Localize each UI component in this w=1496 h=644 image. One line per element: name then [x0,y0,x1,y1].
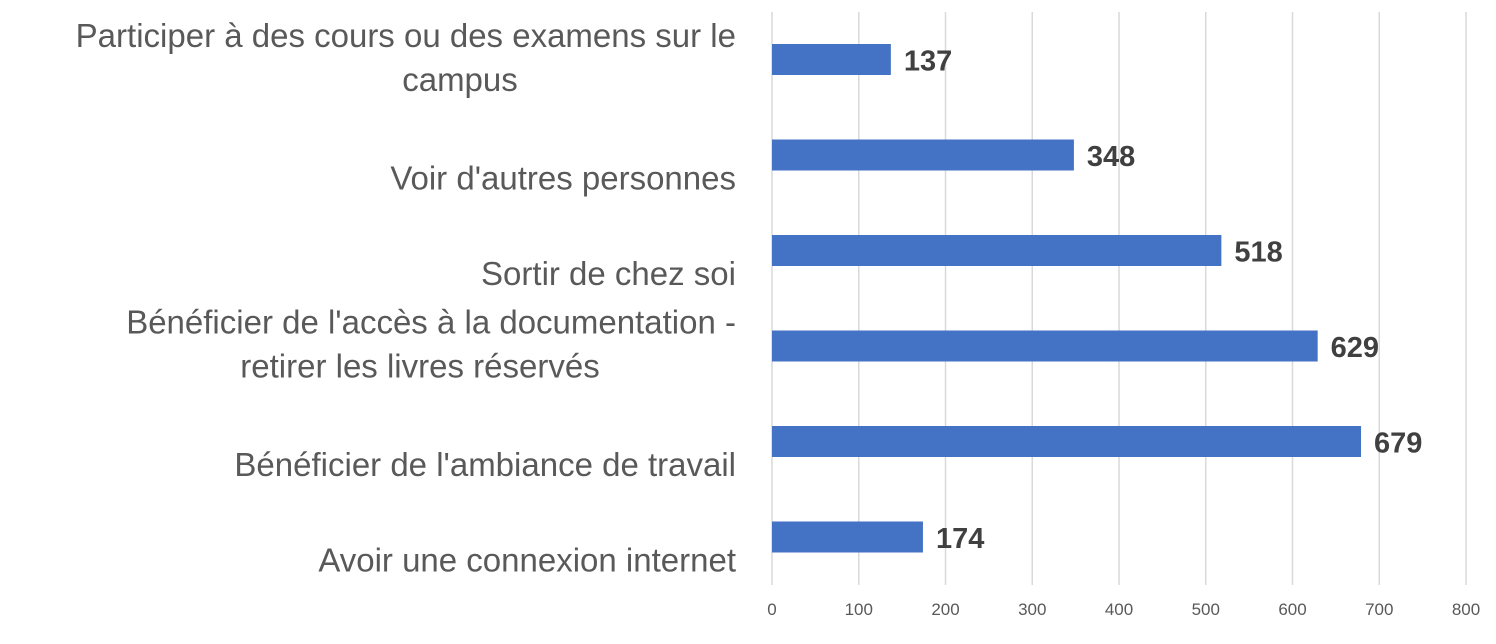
tick-label-100: 100 [845,600,873,619]
category-label-4: Bénéficier de l'ambiance de travail [234,446,736,483]
category-label-2-line-0: Sortir de chez soi [481,255,736,292]
value-label-2: 518 [1234,237,1282,269]
tick-label-300: 300 [1018,600,1046,619]
category-label-5-line-0: Avoir une connexion internet [318,542,736,579]
value-labels: 137 348 518 629 679 174 [904,46,1423,556]
category-label-3-line-1: retirer les livres réservés [240,348,599,385]
bar-1 [772,139,1074,171]
category-label-4-line-0: Bénéficier de l'ambiance de travail [234,446,736,483]
x-axis-tick-labels: 0 100 200 300 400 500 600 700 800 [767,600,1480,619]
value-label-5: 174 [936,523,984,555]
tick-label-0: 0 [767,600,776,619]
tick-label-800: 800 [1452,600,1480,619]
category-label-5: Avoir une connexion internet [318,542,736,579]
category-label-3: Bénéficier de l'accès à la documentation… [126,304,736,385]
bar-2 [772,235,1222,266]
gridlines [771,12,1467,585]
category-label-0-line-0: Participer à des cours ou des examens su… [76,17,736,54]
value-label-1: 348 [1087,141,1135,173]
bars [772,44,1362,553]
category-label-0: Participer à des cours ou des examens su… [76,17,736,98]
tick-label-700: 700 [1365,600,1393,619]
tick-label-600: 600 [1278,600,1306,619]
bar-3 [772,330,1318,362]
bar-0 [772,44,891,75]
category-label-0-line-1: campus [402,61,518,98]
bar-5 [772,521,923,553]
category-label-1-line-0: Voir d'autres personnes [390,160,736,197]
category-label-3-line-0: Bénéficier de l'accès à la documentation… [126,304,736,341]
tick-label-400: 400 [1105,600,1133,619]
tick-label-200: 200 [931,600,959,619]
value-label-0: 137 [904,46,952,78]
bar-4 [772,426,1362,457]
value-label-3: 629 [1331,332,1379,364]
tick-label-500: 500 [1192,600,1220,619]
value-label-4: 679 [1374,428,1422,460]
category-labels: Participer à des cours ou des examens su… [76,17,736,579]
category-label-2: Sortir de chez soi [481,255,736,292]
category-label-1: Voir d'autres personnes [390,160,736,197]
